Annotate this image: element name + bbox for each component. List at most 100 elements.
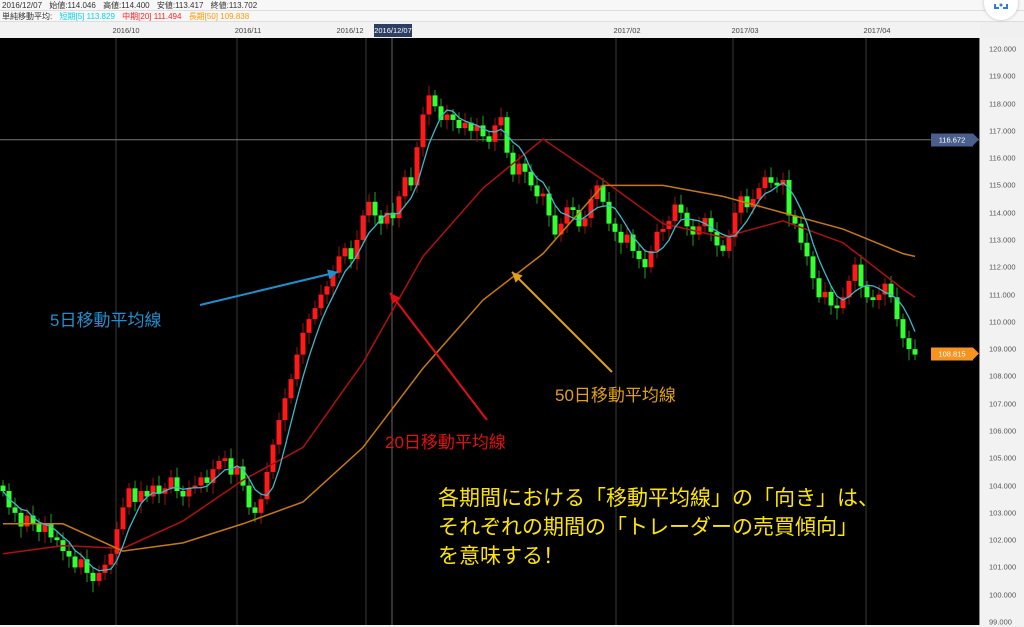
y-tick-label: 111.000 [989,290,1015,300]
y-tick-label: 100.000 [989,590,1017,600]
candle-body [186,488,192,497]
y-tick-label: 117.000 [989,126,1016,136]
candle-body [552,215,558,235]
candle-body [792,215,798,224]
y-tick-label: 107.000 [989,399,1017,409]
x-tick-label: 2016/11 [234,26,262,35]
candle-body [318,294,324,309]
y-tick-label: 113.000 [989,235,1016,245]
crosshair-date-label: 2016/12/07 [374,24,412,37]
candle-body [126,488,132,508]
candle-body [384,212,390,224]
y-tick-label: 119.000 [989,71,1016,81]
candle-body [0,485,6,492]
y-tick-label: 115.000 [989,180,1016,190]
candle-body [606,201,612,224]
chart-plot-area[interactable]: 116.672 108.815 [0,38,979,625]
candle-body [888,283,894,298]
candle-body [120,507,126,530]
candle-body [216,461,222,470]
message-line: 各期間における「移動平均線」の「向き」は、 [438,487,879,510]
candle-body [762,177,768,189]
candle-body [630,234,636,251]
y-tick-label: 105.000 [989,453,1017,463]
candle-body [258,499,264,513]
candlestick-chart [0,38,979,625]
candle-body [834,305,840,309]
candle-body [906,338,912,350]
candle-body [654,231,660,251]
candle-body [348,248,354,260]
scan-button[interactable] [984,0,1018,20]
candle-body [738,196,744,213]
candle-body [150,485,156,497]
y-tick-label: 102.000 [989,535,1017,545]
candle-body [426,95,432,115]
candle-body [372,201,378,216]
candle-body [492,125,498,142]
crosshair-price-tag: 116.672 [931,133,979,147]
candle-body [246,485,252,508]
candle-body [180,491,186,497]
ma-long-value: 長期[50] 109.838 [188,12,250,21]
candle-body [882,283,888,295]
candle-body [456,119,462,129]
candle-body [264,471,270,500]
candle-body [156,485,162,494]
candle-body [450,114,456,120]
candle-body [420,114,426,148]
candle-body [480,125,486,137]
x-axis: 2016/10 2016/11 2016/12 2017/02 2017/03 … [0,22,980,38]
scan-icon [994,3,1008,9]
y-tick-label: 110.000 [989,317,1016,327]
candle-body [714,231,720,246]
candle-body [444,114,450,120]
candle-body [252,507,258,513]
y-tick-label: 101.000 [989,562,1017,572]
candle-body [282,398,288,421]
header-date: 2016/12/07 [2,1,43,10]
candle-body [78,559,84,568]
message-text: 各期間における「移動平均線」の「向き」は、 それぞれの期間の「トレーダーの売買傾… [438,484,879,571]
ma50-line [3,184,916,552]
candle-body [498,117,504,126]
ma50-annotation: 50日移動平均線 [555,386,676,405]
x-tick-label: 2017/02 [613,26,641,35]
y-tick-label: 106.000 [989,426,1017,436]
candle-body [696,226,702,235]
candle-body [546,193,552,216]
candle-body [48,523,54,538]
candle-body [912,349,918,355]
price-axis[interactable]: 120.000 119.000 118.000 117.000 116.000 115.0… [979,38,1024,627]
candle-body [900,319,906,339]
candle-body [18,512,24,527]
candle-body [312,308,318,320]
candle-body [354,240,360,260]
candle-body [612,223,618,232]
candle-body [66,551,72,557]
candle-body [540,193,546,197]
candle-body [618,231,624,243]
candle-body [306,319,312,333]
candle-body [54,537,60,541]
candle-body [42,523,48,532]
candle-body [678,204,684,213]
candle-body [600,185,606,202]
candle-body [468,122,474,131]
candle-body [198,477,204,486]
ma20-arrow-head [390,293,401,304]
candle-body [300,332,306,355]
candle-body [414,147,420,186]
candle-body [726,237,732,251]
candle-body [210,469,216,483]
x-tick-label: 2017/04 [863,26,891,35]
ma50-arrow [511,271,613,373]
ma-short-value: 短期[5] 113.829 [59,12,115,21]
candle-body [852,264,858,281]
y-tick-label: 118.000 [989,99,1016,109]
ma50-arrow-head [512,272,523,283]
candle-body [132,488,138,502]
x-tick-label: 2017/03 [731,26,759,35]
message-line: を意味する！ [438,545,564,568]
x-tick-label: 2016/10 [112,26,140,35]
